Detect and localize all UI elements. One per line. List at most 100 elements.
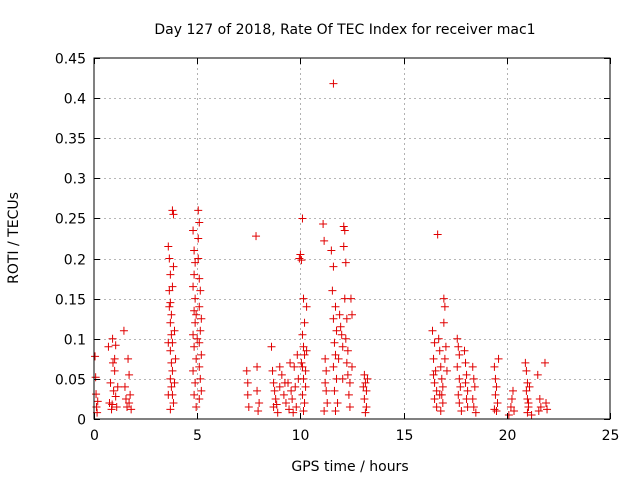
chart-title: Day 127 of 2018, Rate Of TEC Index for r… [154, 22, 535, 38]
data-point [456, 382, 465, 391]
data-point [436, 362, 445, 371]
y-axis-label: ROTI / TECUs [6, 192, 22, 284]
data-point [469, 374, 478, 383]
data-point [471, 408, 480, 417]
data-point [534, 406, 543, 415]
data-point [533, 370, 542, 379]
data-point [438, 398, 447, 407]
data-point [285, 405, 294, 414]
data-point [430, 394, 439, 403]
data-point [490, 362, 499, 371]
data-point [453, 334, 462, 343]
data-point [270, 386, 279, 395]
data-point [432, 402, 441, 411]
data-point [430, 378, 439, 387]
data-point [298, 362, 307, 371]
data-point [195, 274, 204, 283]
data-point [195, 338, 204, 347]
x-tick-label: 0 [90, 428, 99, 444]
data-point [273, 408, 282, 417]
data-point [275, 362, 284, 371]
data-point [508, 386, 517, 395]
data-point [164, 338, 173, 347]
data-point [522, 366, 531, 375]
data-point [196, 326, 205, 335]
data-point [189, 330, 198, 339]
data-point [457, 406, 466, 415]
data-point [438, 382, 447, 391]
y-tick-label: 0 [77, 413, 86, 429]
data-point [429, 354, 438, 363]
x-axis-label: GPS time / hours [291, 459, 408, 475]
data-point [279, 390, 288, 399]
data-point [302, 302, 311, 311]
data-point [121, 394, 130, 403]
data-point [510, 406, 519, 415]
data-point [441, 342, 450, 351]
data-point [302, 346, 311, 355]
data-point [329, 79, 338, 88]
data-point [243, 378, 252, 387]
data-point [432, 386, 441, 395]
data-point [522, 386, 531, 395]
data-point [440, 302, 449, 311]
data-point [330, 386, 339, 395]
data-point [339, 242, 348, 251]
data-point [331, 350, 340, 359]
data-point [338, 374, 347, 383]
data-point [345, 402, 354, 411]
data-point [327, 246, 336, 255]
data-point [348, 362, 356, 371]
data-point [170, 326, 179, 335]
data-point [332, 326, 341, 335]
data-point [253, 386, 262, 395]
data-point [461, 358, 470, 367]
data-point [454, 342, 463, 351]
data-point [196, 374, 205, 383]
data-point [194, 254, 203, 263]
data-point [244, 402, 253, 411]
grid-lines [94, 58, 610, 419]
data-point [299, 406, 308, 415]
data-point [123, 402, 132, 411]
data-point [289, 408, 298, 417]
y-tick-label: 0.35 [55, 132, 86, 148]
data-point [242, 366, 251, 375]
data-point [492, 382, 501, 391]
data-point [167, 382, 176, 391]
data-point [346, 294, 355, 303]
data-point [320, 406, 329, 415]
data-point [322, 366, 331, 375]
data-point [331, 406, 340, 415]
data-point [108, 334, 117, 343]
data-points [91, 79, 552, 419]
y-tick-label: 0.05 [55, 373, 86, 389]
data-point [124, 354, 133, 363]
data-point [170, 378, 179, 387]
y-tick-label: 0.1 [64, 333, 86, 349]
data-point [197, 314, 206, 323]
data-point [455, 350, 464, 359]
data-point [275, 382, 284, 391]
x-tick-label: 5 [193, 428, 202, 444]
data-point [439, 294, 448, 303]
data-point [491, 374, 500, 383]
data-point [342, 358, 351, 367]
data-point [280, 378, 289, 387]
data-point [271, 394, 280, 403]
data-point [341, 334, 350, 343]
data-point [342, 314, 351, 323]
data-point [197, 386, 206, 395]
data-point [169, 262, 178, 271]
data-point [300, 350, 309, 359]
data-point [299, 374, 308, 383]
data-point [191, 294, 200, 303]
data-point [493, 398, 502, 407]
data-point [330, 338, 339, 347]
data-point [490, 405, 499, 414]
data-point [191, 258, 200, 267]
data-point [189, 282, 198, 291]
data-point [252, 232, 261, 241]
data-point [125, 398, 134, 407]
